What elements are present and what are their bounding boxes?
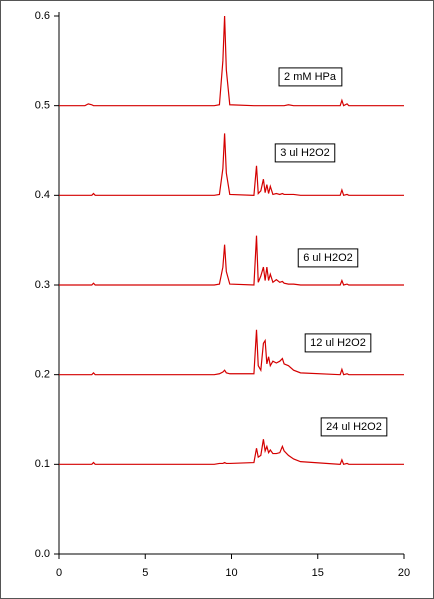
x-tick-label: 20 [398,567,410,579]
y-tick-label: 0.2 [35,369,50,381]
trace [59,439,404,466]
trace-label: 2 mM HPa [278,67,343,87]
x-tick-label: 15 [312,567,324,579]
trace-label: 3 ul H2O2 [274,143,336,163]
label-box [274,143,336,163]
trace-label: 6 ul H2O2 [297,248,359,268]
y-tick-label: 0.4 [35,189,50,201]
label-text: 2 mM HPa [284,71,337,83]
trace-label: 24 ul H2O2 [320,417,388,437]
trace [59,15,404,107]
x-tick-label: 10 [225,567,237,579]
trace [59,235,404,286]
label-box [297,248,359,268]
trace-label: 12 ul H2O2 [304,333,372,353]
y-tick-label: 0.1 [35,458,50,470]
label-box [278,67,343,87]
y-tick-label: 0.0 [35,548,50,560]
label-text: 24 ul H2O2 [326,421,382,433]
x-tick-label: 5 [142,567,148,579]
y-tick-label: 0.3 [35,279,50,291]
x-tick-label: 0 [56,567,62,579]
trace [59,133,404,197]
y-tick-label: 0.5 [35,100,50,112]
y-tick-label: 0.6 [35,10,50,22]
label-text: 12 ul H2O2 [310,337,366,349]
label-text: 3 ul H2O2 [280,147,330,159]
label-box [320,417,388,437]
trace [59,329,404,376]
label-text: 6 ul H2O2 [303,252,353,264]
label-box [304,333,372,353]
